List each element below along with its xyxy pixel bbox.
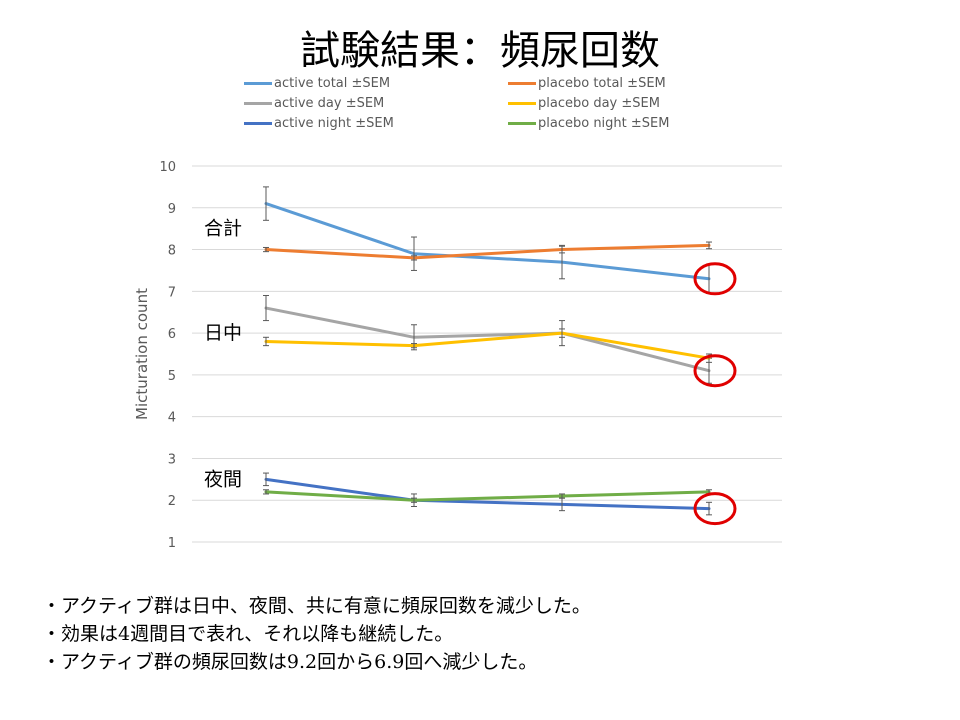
group-annotation: 夜間 [204, 468, 242, 490]
slide-title: 試験結果：頻尿回数 [300, 28, 660, 74]
group-annotation: 合計 [204, 218, 242, 240]
group-annotation: 日中 [204, 322, 242, 344]
legend-label: placebo night ±SEM [538, 116, 670, 131]
legend-item: placebo day ±SEM [508, 94, 772, 113]
chart-legend: active total ±SEM placebo total ±SEM activ… [244, 74, 804, 133]
y-tick-label: 4 [168, 411, 176, 426]
legend-swatch [244, 102, 272, 105]
bullet-item: ・アクティブ群の頻尿回数は9.2回から6.9回へ減少した。 [42, 651, 538, 673]
y-tick-label: 1 [168, 536, 176, 551]
y-tick-label: 3 [168, 452, 176, 467]
legend-swatch [508, 122, 536, 125]
highlight-circle [693, 354, 737, 388]
series-line [264, 331, 711, 360]
y-tick-label: 5 [168, 369, 176, 384]
legend-label: active night ±SEM [274, 116, 394, 131]
series-line [264, 490, 711, 502]
y-tick-label: 7 [168, 285, 176, 300]
y-tick-label: 2 [168, 494, 176, 509]
highlight-circle [693, 262, 737, 296]
legend-item: active total ±SEM [244, 74, 508, 93]
legend-swatch [244, 82, 272, 85]
legend-item: placebo night ±SEM [508, 114, 772, 133]
legend-item: placebo total ±SEM [508, 74, 772, 93]
legend-swatch [508, 102, 536, 105]
series-line [264, 243, 711, 260]
y-tick-label: 8 [168, 244, 176, 259]
bullet-item: ・効果は4週間目で表れ、それ以降も継続した。 [42, 623, 454, 645]
legend-label: active day ±SEM [274, 96, 385, 111]
highlight-circle [693, 492, 737, 526]
series-line [264, 477, 711, 511]
legend-label: active total ±SEM [274, 76, 391, 91]
legend-label: placebo total ±SEM [538, 76, 666, 91]
series-line [264, 306, 711, 373]
y-tick-label: 9 [168, 202, 176, 217]
legend-swatch [244, 122, 272, 125]
summary-bullets: ・アクティブ群は日中、夜間、共に有意に頻尿回数を減少した。 ・効果は4週間目で表… [42, 592, 922, 676]
y-tick-label: 6 [168, 327, 176, 342]
y-axis-label: Micturation count [133, 288, 151, 420]
legend-item: active night ±SEM [244, 114, 508, 133]
bullet-item: ・アクティブ群は日中、夜間、共に有意に頻尿回数を減少した。 [42, 595, 591, 617]
legend-label: placebo day ±SEM [538, 96, 660, 111]
series-line [264, 202, 711, 281]
y-tick-label: 10 [159, 160, 176, 175]
legend-item: active day ±SEM [244, 94, 508, 113]
legend-swatch [508, 82, 536, 85]
